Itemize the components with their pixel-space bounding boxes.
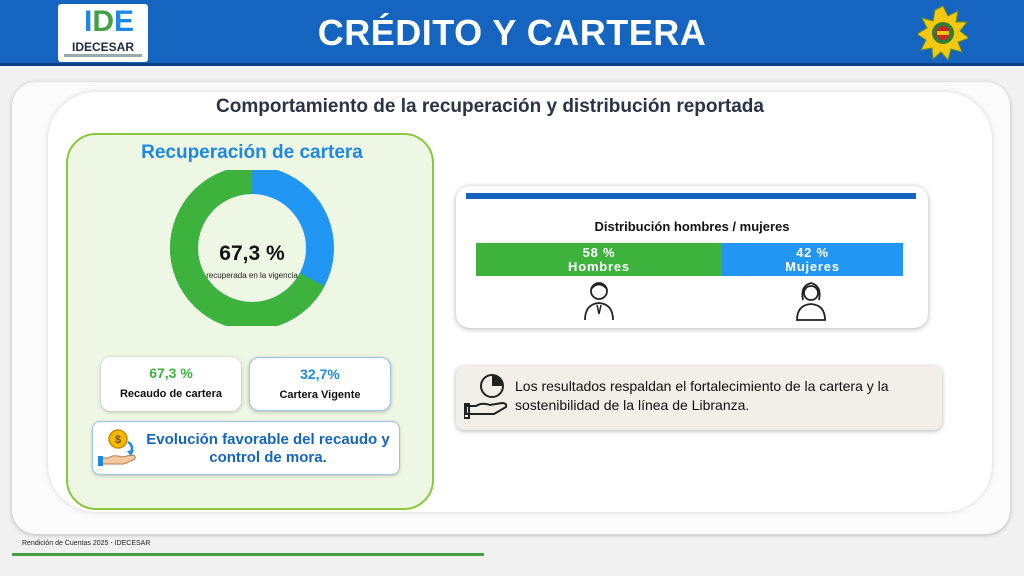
recovery-donut: [170, 170, 334, 326]
hombres-pct: 58 %: [582, 245, 616, 260]
resultados-text: Los resultados respaldan el fortalecimie…: [515, 378, 889, 413]
logo-tagline: [64, 54, 142, 57]
mujeres-label: Mujeres: [785, 259, 840, 274]
donut-segment-recaudo: [170, 170, 334, 326]
seal-icon: [918, 5, 968, 62]
vigente-card: 32,7% Cartera Vigente: [249, 357, 391, 411]
man-icon: [584, 282, 614, 321]
hombres-segment: 58 % Hombres: [476, 243, 722, 276]
vigente-label: Cartera Vigente: [279, 389, 361, 401]
recaudo-card: 67,3 % Recaudo de cartera: [101, 357, 241, 411]
recaudo-label: Recaudo de cartera: [119, 388, 223, 400]
coin-hand-icon: $: [98, 429, 136, 466]
logo-text: IDECESAR: [71, 40, 134, 54]
distribution-accent-bar: [466, 193, 916, 199]
header-bar: CRÉDITO Y CARTERA: [0, 0, 1024, 66]
mujeres-segment: 42 % Mujeres: [722, 243, 903, 276]
main-title: Comportamiento de la recuperación y dist…: [216, 96, 764, 117]
idecesar-logo: IDE IDECESAR: [58, 4, 148, 62]
favorable-text: Evolución favorable del recaudo y contro…: [146, 431, 390, 466]
recuperacion-title: Recuperación de cartera: [141, 142, 363, 163]
recaudo-value: 67,3 %: [149, 365, 193, 381]
donut-caption: recuperada en la vigencia: [206, 271, 298, 280]
svg-text:$: $: [115, 434, 121, 446]
mujeres-pct: 42 %: [796, 245, 829, 260]
page-title: CRÉDITO Y CARTERA: [317, 12, 707, 53]
woman-icon: [796, 282, 826, 321]
hombres-label: Hombres: [568, 259, 630, 274]
favorable-callout: [92, 421, 400, 475]
footer-line: [12, 553, 484, 556]
pie-chart-hand-icon: [464, 374, 508, 419]
logo-mark-icon: IDE: [84, 5, 135, 38]
vigente-value: 32,7%: [300, 366, 340, 382]
resultados-card: [456, 366, 942, 430]
distribution-title: Distribución hombres / mujeres: [594, 219, 790, 234]
donut-value: 67,3 %: [219, 242, 285, 265]
footer-text: Rendición de Cuentas 2025 - IDECESAR: [22, 540, 151, 547]
